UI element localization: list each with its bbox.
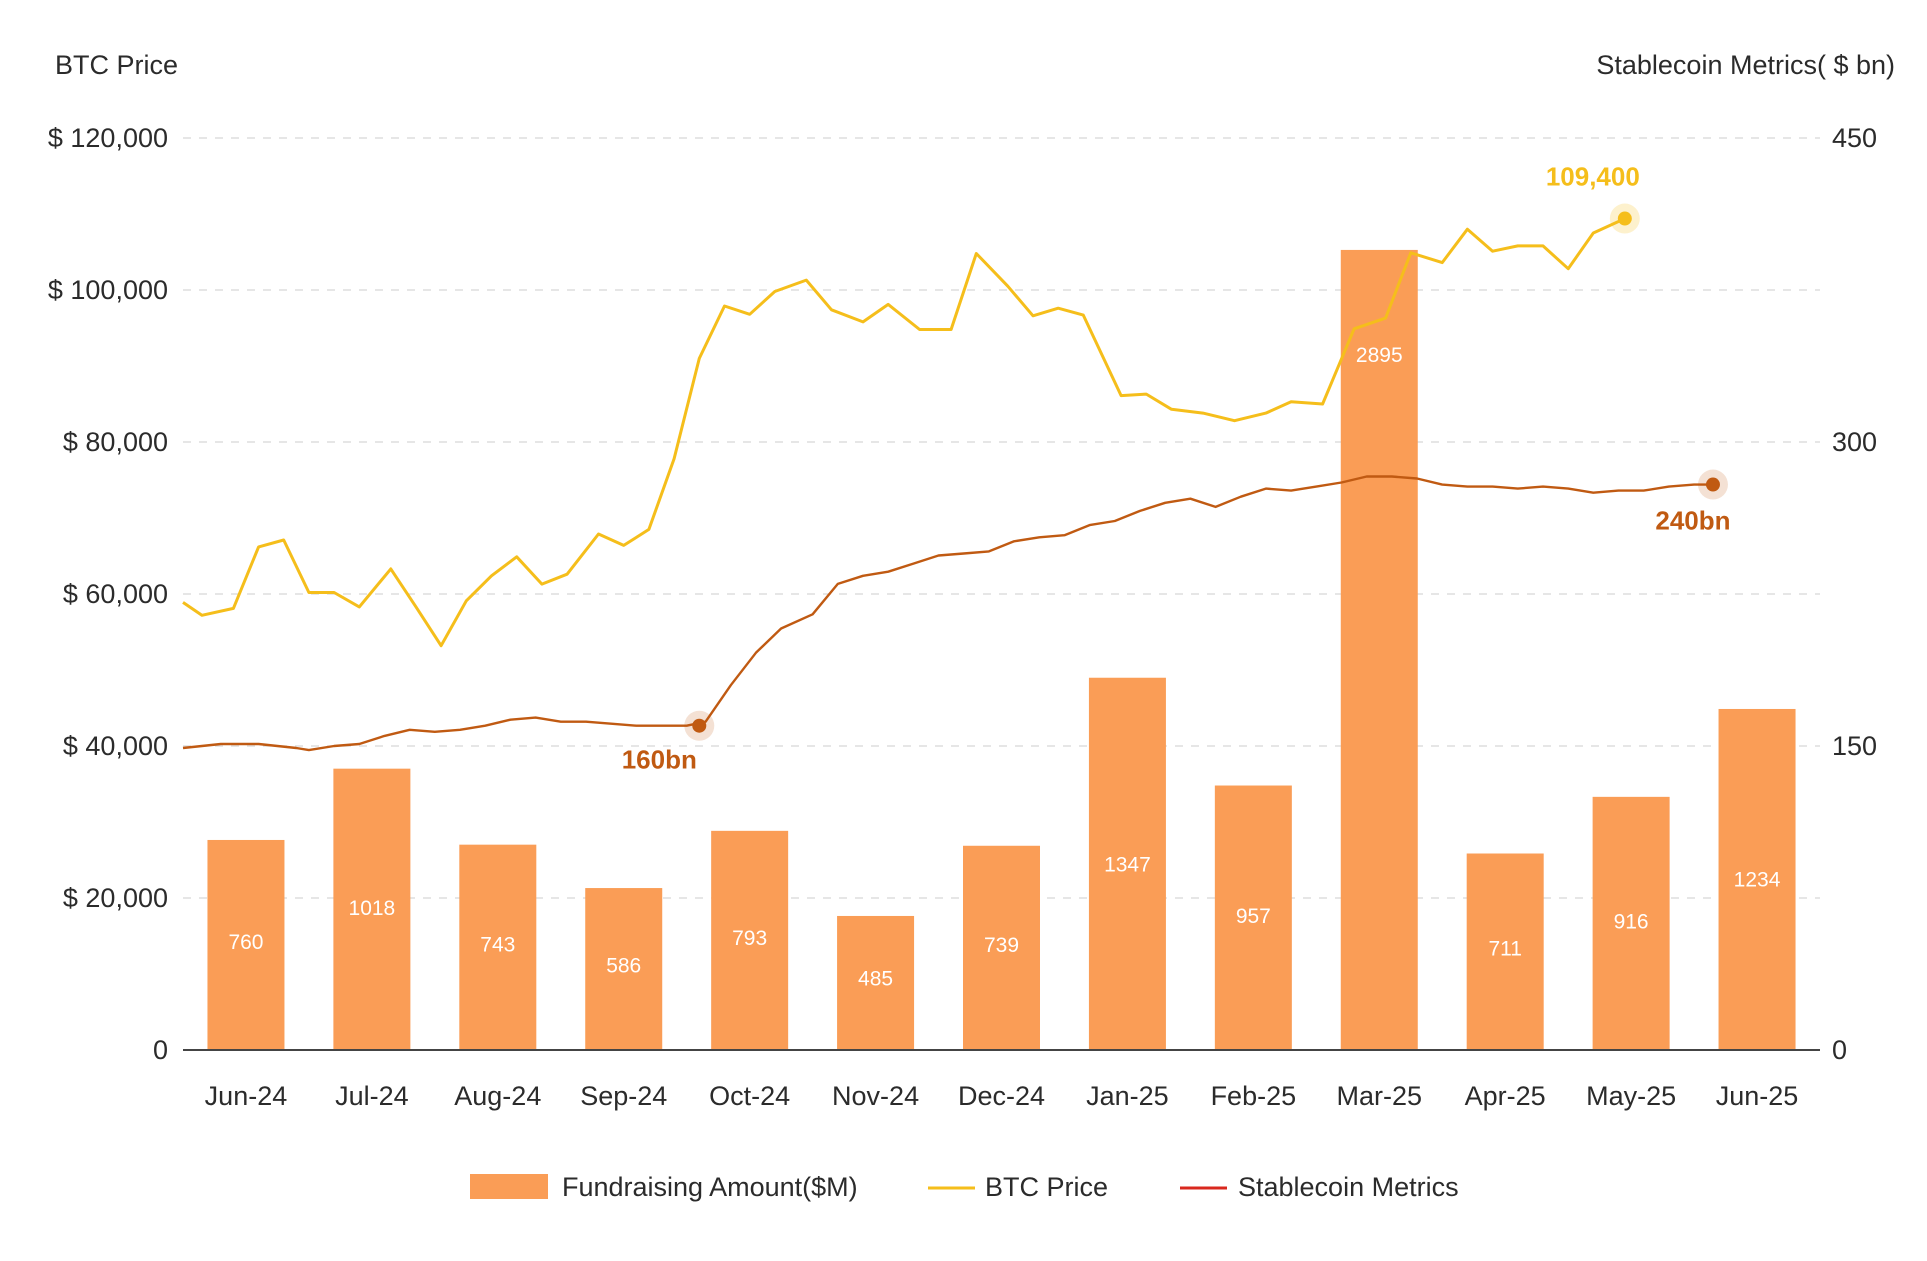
annotations: 160bn 240bn 109,400: [622, 162, 1731, 775]
stable-start-label: 160bn: [622, 745, 697, 775]
x-category-label: May-25: [1586, 1081, 1676, 1111]
right-axis-ticks: 0 150 300 450: [1832, 123, 1877, 1065]
fundraising-bar: [1088, 677, 1166, 1050]
gridlines: [183, 137, 1820, 899]
x-category-label: Jan-25: [1086, 1081, 1169, 1111]
bar-value-label: 485: [858, 968, 893, 991]
x-category-label: Apr-25: [1465, 1081, 1546, 1111]
fundraising-bar: [1214, 785, 1292, 1050]
left-tick-label: $ 40,000: [63, 731, 168, 761]
left-tick-label: $ 20,000: [63, 883, 168, 913]
x-category-label: Dec-24: [958, 1081, 1045, 1111]
btc-line: [182, 217, 1626, 648]
left-tick-label: $ 80,000: [63, 427, 168, 457]
left-tick-label: $ 100,000: [48, 275, 168, 305]
bar-value-label: 711: [1488, 938, 1521, 961]
legend-bar-label: Fundraising Amount($M): [562, 1172, 858, 1202]
fundraising-bar: [207, 839, 285, 1050]
bar-value-label: 1234: [1734, 868, 1781, 891]
left-axis-ticks: 0 $ 20,000 $ 40,000 $ 60,000 $ 80,000 $ 100,0…: [48, 123, 168, 1065]
bar-value-label: 2895: [1356, 344, 1403, 367]
stablecoin-line: [182, 475, 1713, 752]
left-tick-label: 0: [153, 1035, 168, 1065]
right-tick-label: 300: [1832, 427, 1877, 457]
fundraising-bar: [1718, 708, 1796, 1050]
fundraising-bars: [207, 249, 1796, 1051]
bar-value-label: 916: [1614, 910, 1649, 933]
bar-value-label: 760: [228, 931, 263, 954]
right-tick-label: 450: [1832, 123, 1877, 153]
fundraising-bar: [1466, 853, 1544, 1050]
x-category-label: Jul-24: [335, 1081, 409, 1111]
stable-end-dot: [1705, 477, 1720, 492]
left-tick-label: $ 120,000: [48, 123, 168, 153]
right-axis-title: Stablecoin Metrics( $ bn): [1596, 50, 1895, 80]
x-category-label: Sep-24: [580, 1081, 667, 1111]
x-category-label: Mar-25: [1337, 1081, 1423, 1111]
legend: Fundraising Amount($M) BTC Price Stablec…: [470, 1172, 1459, 1202]
x-axis-categories: Jun-24 Jul-24 Aug-24 Sep-24 Oct-24 Nov-24 Dec-…: [205, 1081, 1799, 1111]
fundraising-bar: [837, 915, 915, 1050]
bar-value-label: 1347: [1104, 853, 1151, 876]
bar-value-label: 739: [984, 934, 1019, 957]
x-category-label: Jun-24: [205, 1081, 288, 1111]
left-tick-label: $ 60,000: [63, 579, 168, 609]
right-tick-label: 150: [1832, 731, 1877, 761]
btc-end-dot: [1617, 211, 1632, 226]
fundraising-bar: [1592, 796, 1670, 1050]
legend-btc-label: BTC Price: [985, 1172, 1108, 1202]
legend-stable-label: Stablecoin Metrics: [1238, 1172, 1459, 1202]
fundraising-bar: [459, 844, 537, 1050]
bar-value-label: 793: [732, 927, 767, 950]
legend-bar-swatch: [470, 1174, 548, 1199]
x-category-label: Nov-24: [832, 1081, 919, 1111]
stable-start-dot: [692, 718, 707, 733]
bar-value-label: 743: [480, 933, 515, 956]
bar-value-label: 1018: [349, 897, 396, 920]
fundraising-bar: [585, 888, 663, 1050]
left-axis-title: BTC Price: [55, 50, 178, 80]
x-category-label: Aug-24: [454, 1081, 541, 1111]
x-category-label: Jun-25: [1716, 1081, 1799, 1111]
fundraising-bar: [711, 830, 789, 1050]
fundraising-bar-labels: 760 1018 743 586 793 485 739 1347 957 2895 711 916 1…: [228, 344, 1780, 991]
fundraising-bar: [963, 845, 1040, 1050]
btc-end-label: 109,400: [1546, 162, 1640, 192]
stable-end-label: 240bn: [1655, 506, 1730, 536]
right-tick-label: 0: [1832, 1035, 1847, 1065]
bar-value-label: 586: [606, 954, 641, 977]
x-category-label: Oct-24: [709, 1081, 790, 1111]
x-category-label: Feb-25: [1211, 1081, 1297, 1111]
fundraising-bar: [1340, 249, 1418, 1051]
bar-value-label: 957: [1236, 905, 1271, 928]
series-lines: [182, 217, 1713, 752]
fundraising-bar: [333, 768, 411, 1050]
